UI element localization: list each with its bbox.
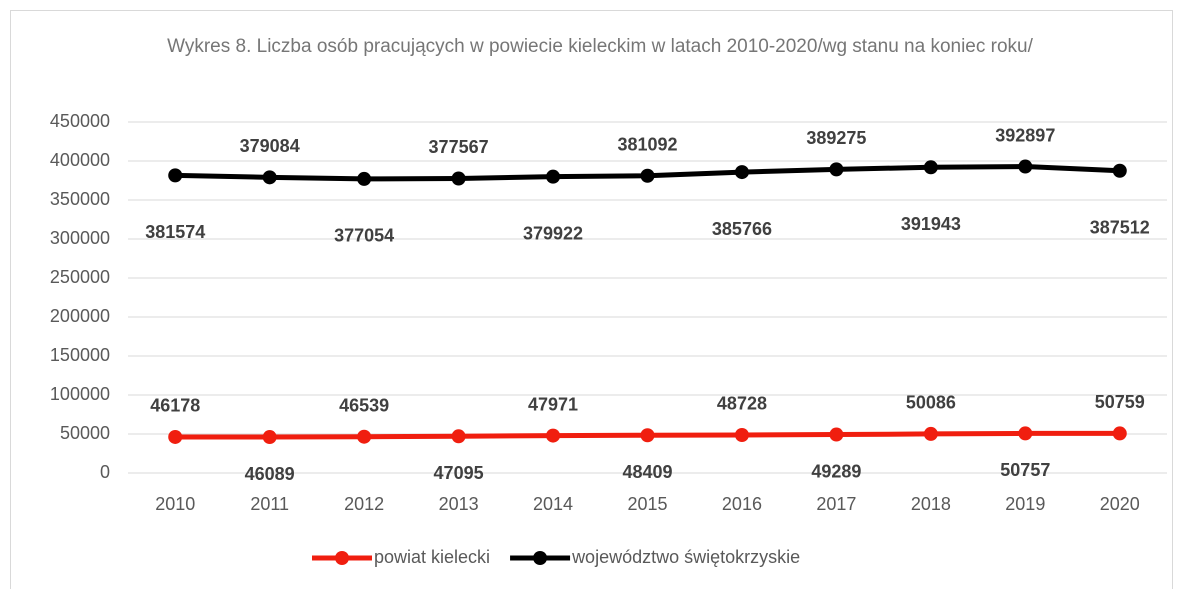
y-tick-label: 0: [100, 462, 110, 482]
data-point: [829, 427, 844, 442]
data-label: 50757: [1000, 460, 1050, 480]
y-tick-label: 100000: [50, 384, 110, 404]
legend-label: województwo świętokrzyskie: [571, 547, 800, 567]
data-point: [262, 170, 277, 185]
data-label: 49289: [811, 461, 861, 481]
data-label: 47095: [434, 463, 484, 483]
data-label: 385766: [712, 219, 772, 239]
x-tick-label: 2010: [155, 494, 195, 514]
data-point: [546, 428, 561, 443]
x-tick-label: 2011: [250, 494, 289, 514]
data-point: [734, 427, 749, 442]
data-point: [1018, 426, 1033, 441]
data-point: [546, 169, 561, 184]
data-point: [262, 430, 277, 445]
x-tick-label: 2015: [627, 494, 667, 514]
x-tick-label: 2012: [344, 494, 384, 514]
x-tick-label: 2017: [816, 494, 856, 514]
y-tick-label: 450000: [50, 111, 110, 131]
data-label: 381574: [145, 222, 205, 242]
y-tick-label: 250000: [50, 267, 110, 287]
data-point: [1018, 159, 1033, 174]
x-tick-label: 2013: [439, 494, 479, 514]
data-label: 47971: [528, 394, 578, 414]
legend-marker: [533, 551, 548, 565]
data-label: 389275: [806, 128, 866, 148]
x-tick-label: 2014: [533, 494, 573, 514]
data-label: 379084: [240, 136, 300, 156]
data-label: 391943: [901, 214, 961, 234]
data-label: 381092: [617, 134, 677, 154]
y-tick-label: 50000: [60, 423, 110, 443]
data-label: 46178: [150, 396, 200, 416]
y-tick-label: 300000: [50, 228, 110, 248]
y-tick-label: 350000: [50, 189, 110, 209]
data-label: 50759: [1095, 392, 1145, 412]
data-point: [923, 426, 938, 441]
data-label: 392897: [995, 125, 1055, 145]
data-point: [829, 162, 844, 177]
data-label: 377567: [429, 137, 489, 157]
y-tick-label: 400000: [50, 150, 110, 170]
data-point: [168, 168, 183, 183]
data-point: [640, 168, 655, 183]
data-point: [923, 160, 938, 175]
legend-marker: [335, 551, 349, 565]
x-tick-label: 2016: [722, 494, 762, 514]
data-label: 48409: [622, 462, 672, 482]
legend-label: powiat kielecki: [374, 547, 490, 567]
chart-frame: [10, 10, 1173, 589]
data-label: 46089: [245, 464, 295, 484]
data-point: [1112, 163, 1127, 178]
data-point: [357, 429, 372, 444]
y-tick-label: 200000: [50, 306, 110, 326]
x-tick-label: 2019: [1005, 494, 1045, 514]
data-point: [168, 429, 183, 444]
data-point: [734, 165, 749, 180]
y-tick-label: 150000: [50, 345, 110, 365]
x-tick-label: 2020: [1100, 494, 1140, 514]
data-point: [451, 429, 466, 444]
data-label: 50086: [906, 393, 956, 413]
data-point: [451, 171, 466, 186]
data-label: 387512: [1090, 217, 1150, 237]
data-label: 379922: [523, 223, 583, 243]
data-point: [640, 428, 655, 443]
data-label: 46539: [339, 395, 389, 415]
data-label: 48728: [717, 394, 767, 414]
data-point: [1112, 426, 1127, 441]
chart-title: Wykres 8. Liczba osób pracujących w powi…: [167, 36, 1033, 57]
data-point: [357, 171, 372, 186]
data-label: 377054: [334, 226, 394, 246]
x-tick-label: 2018: [911, 494, 951, 514]
